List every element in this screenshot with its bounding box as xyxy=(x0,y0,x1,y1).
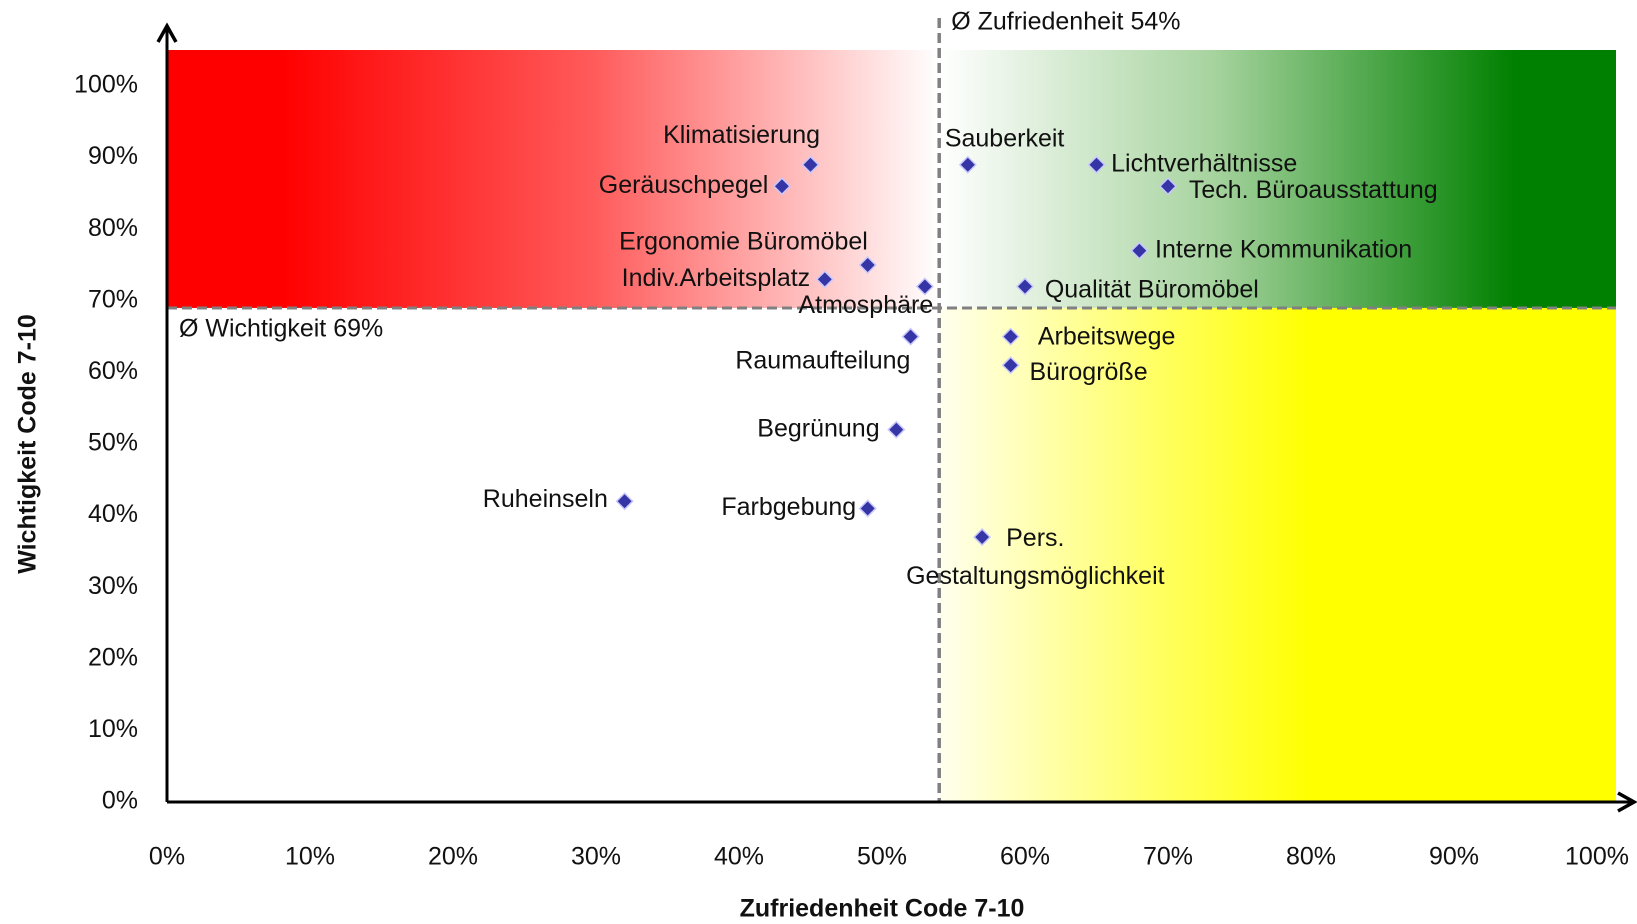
data-label: Pers. Gestaltungsmöglichkeit xyxy=(906,524,1165,590)
data-label: Indiv.Arbeitsplatz xyxy=(622,264,811,292)
x-tick-label: 20% xyxy=(428,843,478,871)
quadrants xyxy=(167,50,1616,802)
data-point xyxy=(1015,277,1035,296)
y-tick-label: 10% xyxy=(88,715,138,743)
data-label: Geräuschpegel xyxy=(599,171,769,199)
y-tick-label: 50% xyxy=(88,429,138,457)
x-tick-label: 40% xyxy=(714,843,764,871)
y-tick-label: 80% xyxy=(88,214,138,242)
data-label: Interne Kommunikation xyxy=(1155,235,1412,263)
data-point xyxy=(1001,327,1020,346)
data-label: Begrünung xyxy=(757,414,879,442)
data-point xyxy=(958,155,977,174)
y-tick-label: 40% xyxy=(88,500,138,528)
data-label: Atmosphäre xyxy=(798,291,933,319)
x-axis-arrow xyxy=(1617,791,1637,813)
x-tick-label: 80% xyxy=(1286,843,1336,871)
x-tick-label: 30% xyxy=(571,843,621,871)
y-tick-label: 70% xyxy=(88,285,138,313)
data-point xyxy=(915,277,934,296)
data-point xyxy=(801,155,820,174)
data-point xyxy=(615,492,634,511)
data-point xyxy=(1001,356,1020,375)
data-point xyxy=(1158,177,1178,196)
data-point xyxy=(887,420,906,439)
x-tick-label: 50% xyxy=(857,843,907,871)
data-point xyxy=(1087,155,1106,174)
y-tick-label: 60% xyxy=(88,357,138,385)
y-tick-label: 0% xyxy=(102,787,138,815)
data-label: Ruheinseln xyxy=(483,485,608,513)
data-label: Sauberkeit xyxy=(945,124,1065,152)
data-label: Klimatisierung xyxy=(663,121,820,149)
data-label: Lichtverhältnisse xyxy=(1111,149,1297,177)
data-label: Bürogröße xyxy=(1029,358,1147,386)
data-point xyxy=(1130,241,1149,260)
data-label: Farbgebung xyxy=(721,493,856,521)
y-tick-label: 30% xyxy=(88,572,138,600)
annotation: Ø Wichtigkeit 69% xyxy=(179,315,383,343)
y-axis-arrow xyxy=(156,22,178,43)
data-point xyxy=(973,528,992,547)
data-point xyxy=(815,270,834,289)
y-tick-label: 20% xyxy=(88,643,138,671)
data-point xyxy=(858,499,877,518)
annotation: Ø Zufriedenheit 54% xyxy=(951,8,1180,36)
data-point xyxy=(901,327,920,346)
data-label: Qualität Büromöbel xyxy=(1045,275,1259,303)
x-tick-label: 10% xyxy=(285,843,335,871)
data-label: Tech. Büroausstattung xyxy=(1189,176,1438,204)
data-point xyxy=(772,177,791,196)
data-label: Ergonomie Büromöbel xyxy=(619,228,868,256)
data-label: Raumaufteilung xyxy=(735,346,910,374)
x-tick-label: 60% xyxy=(1000,843,1050,871)
x-tick-label: 70% xyxy=(1143,843,1193,871)
data-label: Arbeitswege xyxy=(1038,322,1176,350)
x-tick-label: 0% xyxy=(149,843,185,871)
quadrant-red xyxy=(167,50,940,308)
quadrant-yellow xyxy=(939,307,1616,802)
y-axis-title: Wichtigkeit Code 7-10 xyxy=(14,314,42,574)
quadrant-green xyxy=(939,50,1616,308)
data-point xyxy=(858,255,877,275)
x-tick-label: 90% xyxy=(1429,843,1479,871)
y-tick-label: 100% xyxy=(74,71,138,99)
x-axis-title: Zufriedenheit Code 7-10 xyxy=(740,895,1025,923)
y-tick-label: 90% xyxy=(88,142,138,170)
x-tick-label: 100% xyxy=(1565,843,1629,871)
